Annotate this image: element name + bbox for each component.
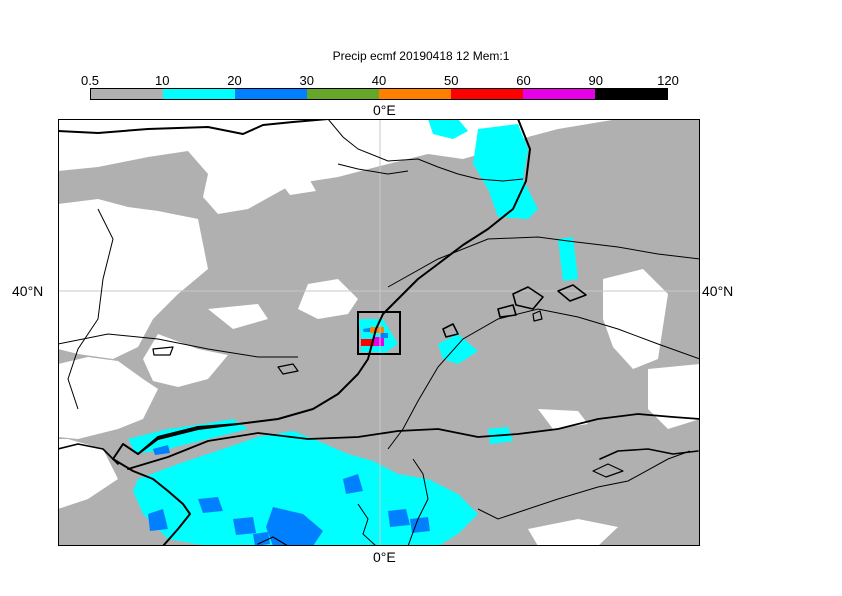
colorbar-segment bbox=[379, 89, 451, 99]
left-latitude-label: 40°N bbox=[12, 283, 44, 299]
highlight-box bbox=[357, 311, 401, 355]
colorbar-tick-label: 120 bbox=[657, 73, 679, 88]
bottom-longitude-label: 0°E bbox=[373, 549, 396, 565]
colorbar-segment bbox=[307, 89, 379, 99]
colorbar-segment bbox=[91, 89, 163, 99]
colorbar-segment bbox=[595, 89, 667, 99]
colorbar-tick-label: 20 bbox=[227, 73, 242, 88]
top-longitude-label: 0°E bbox=[373, 102, 396, 118]
precipitation-map bbox=[58, 119, 700, 546]
coastlines bbox=[58, 119, 700, 546]
map-gridlines bbox=[58, 119, 700, 546]
colorbar-segment bbox=[451, 89, 523, 99]
right-latitude-label: 40°N bbox=[702, 283, 734, 299]
map-title: Precip ecmf 20190418 12 Mem:1 bbox=[332, 49, 510, 63]
precip-free-areas bbox=[58, 177, 700, 546]
map-border bbox=[58, 119, 700, 546]
colorbar bbox=[90, 88, 668, 100]
country-borders bbox=[58, 119, 700, 546]
precip-heavy-cell bbox=[361, 327, 392, 352]
precip-blue-area bbox=[148, 327, 430, 546]
colorbar-tick-label: 90 bbox=[588, 73, 603, 88]
colorbar-tick-label: 0.5 bbox=[80, 73, 100, 88]
colorbar-segment bbox=[235, 89, 307, 99]
colorbar-tick-label: 60 bbox=[516, 73, 531, 88]
colorbar-tick-label: 10 bbox=[155, 73, 170, 88]
colorbar-segment bbox=[523, 89, 595, 99]
colorbar-tick-label: 40 bbox=[371, 73, 387, 88]
colorbar-tick-label: 50 bbox=[444, 73, 459, 88]
colorbar-tick-label: 30 bbox=[299, 73, 314, 88]
colorbar-segment bbox=[163, 89, 235, 99]
